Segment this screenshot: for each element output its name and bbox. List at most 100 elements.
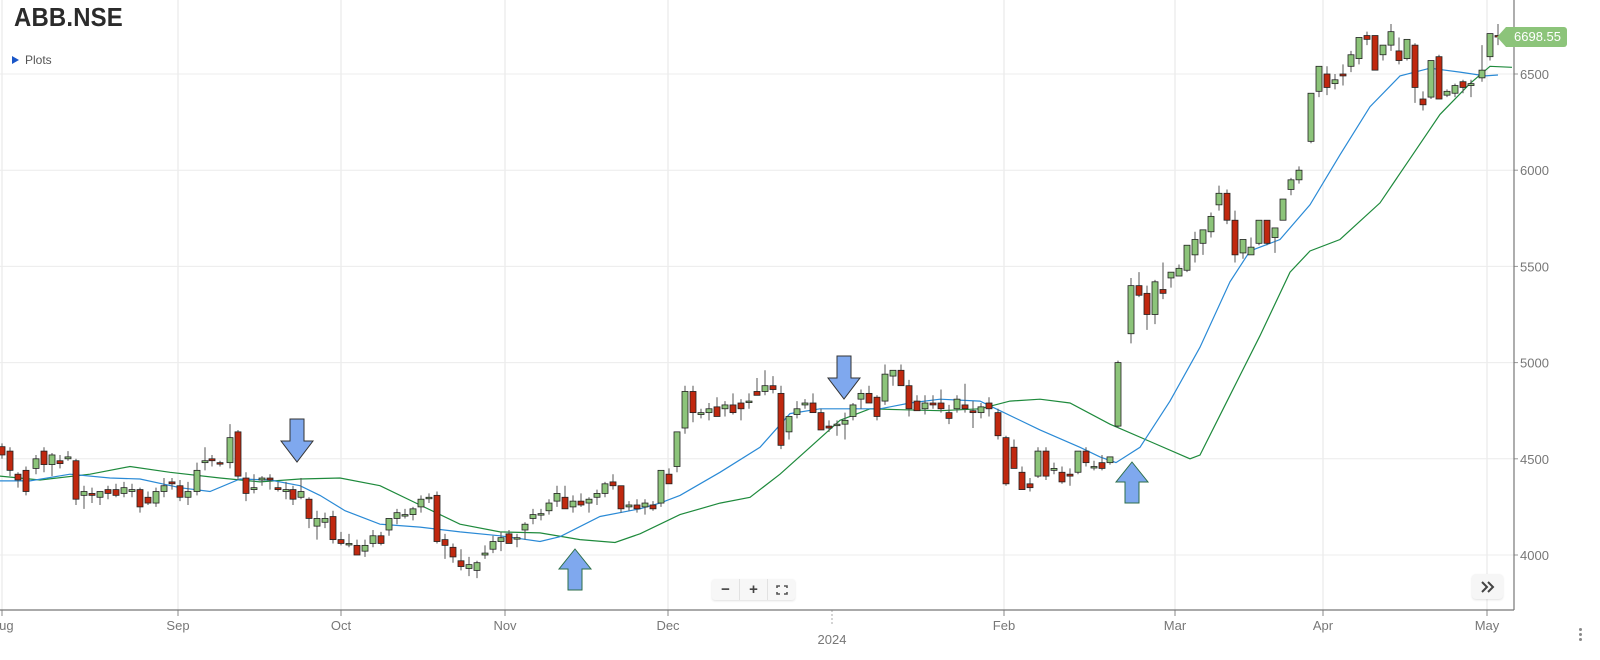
candle — [234, 431, 242, 477]
candle — [417, 498, 425, 508]
candle — [569, 500, 577, 508]
candle — [305, 498, 313, 519]
buy-signal-arrow-icon — [1114, 461, 1150, 504]
candle — [1467, 83, 1475, 86]
candle — [1435, 56, 1443, 100]
plots-toggle[interactable]: Plots — [12, 53, 52, 67]
candle — [801, 402, 809, 406]
candle — [633, 504, 641, 510]
candle — [841, 419, 849, 425]
candle — [208, 458, 216, 462]
plus-icon: + — [749, 581, 758, 598]
candle — [737, 402, 745, 410]
candle — [449, 546, 457, 558]
candle — [1451, 85, 1459, 94]
x-tick-label: Apr — [1313, 618, 1334, 633]
candle — [961, 404, 969, 410]
candle — [1034, 450, 1042, 477]
candle — [1486, 33, 1494, 58]
candle — [785, 416, 793, 433]
candle — [905, 385, 913, 410]
candle — [729, 404, 737, 414]
candle — [112, 489, 120, 496]
candle — [609, 481, 617, 487]
candle — [289, 489, 297, 500]
candle — [1459, 81, 1467, 88]
scroll-to-latest-button[interactable] — [1472, 574, 1503, 599]
candle — [242, 477, 250, 494]
more-options-icon[interactable] — [1579, 628, 1583, 643]
zoom-in-button[interactable]: + — [740, 579, 768, 600]
candle — [913, 400, 921, 412]
candle — [1074, 450, 1082, 473]
symbol-title: ABB.NSE — [14, 2, 123, 32]
candle — [441, 539, 449, 546]
candle — [1199, 229, 1207, 244]
sell-signal-arrow-icon — [279, 418, 315, 463]
candle — [1135, 285, 1143, 296]
candle — [96, 491, 104, 498]
candle — [258, 477, 266, 481]
candle — [216, 462, 224, 465]
y-tick-label: 4000 — [1520, 548, 1549, 563]
candle — [577, 500, 585, 506]
y-tick-label: 6500 — [1520, 67, 1549, 82]
candle — [184, 491, 192, 498]
candle — [433, 494, 441, 542]
x-tick-label: Nov — [493, 618, 517, 633]
candle — [329, 516, 337, 541]
candle — [1175, 267, 1183, 277]
candle — [1355, 37, 1363, 60]
candle — [545, 502, 553, 512]
candle — [561, 496, 569, 510]
candle — [945, 412, 953, 419]
candle — [865, 392, 873, 404]
candle — [953, 398, 961, 410]
candle — [1411, 44, 1419, 88]
candle — [994, 412, 1002, 437]
candle — [641, 502, 649, 508]
candle — [1255, 219, 1263, 244]
candle — [120, 487, 128, 494]
candle — [136, 489, 144, 508]
ma-fast-line — [0, 67, 1499, 543]
y-tick-label: 4500 — [1520, 452, 1549, 467]
candle — [1295, 169, 1303, 181]
candle — [425, 496, 433, 500]
x-tick-label: Aug — [0, 618, 14, 633]
candle — [1347, 54, 1355, 67]
candle — [665, 473, 673, 485]
fullscreen-button[interactable] — [768, 579, 795, 600]
zoom-out-button[interactable]: − — [712, 579, 740, 600]
candle — [489, 541, 497, 550]
candle — [537, 513, 545, 516]
candle — [457, 560, 465, 567]
candle — [282, 489, 290, 492]
candle — [1443, 90, 1451, 96]
moving-averages — [0, 65, 1513, 544]
candle — [585, 498, 593, 504]
candle — [1106, 456, 1114, 464]
sell-signal-arrow-icon — [826, 355, 862, 400]
ma-slow-line — [0, 65, 1513, 544]
candle — [1287, 179, 1295, 190]
candle — [881, 373, 889, 402]
candle — [1114, 362, 1122, 427]
candle — [393, 512, 401, 519]
candle — [1050, 468, 1058, 471]
candle — [226, 437, 234, 464]
candle — [313, 518, 321, 527]
candle — [1363, 35, 1371, 40]
candle — [6, 450, 14, 471]
candle — [1026, 483, 1034, 489]
candle — [297, 491, 305, 498]
candle — [1207, 215, 1215, 233]
candle — [337, 539, 345, 544]
candle — [1379, 44, 1387, 56]
candle — [745, 400, 753, 403]
candle — [160, 485, 168, 492]
candle — [1395, 50, 1403, 61]
candle — [977, 406, 985, 414]
candle — [793, 408, 801, 415]
